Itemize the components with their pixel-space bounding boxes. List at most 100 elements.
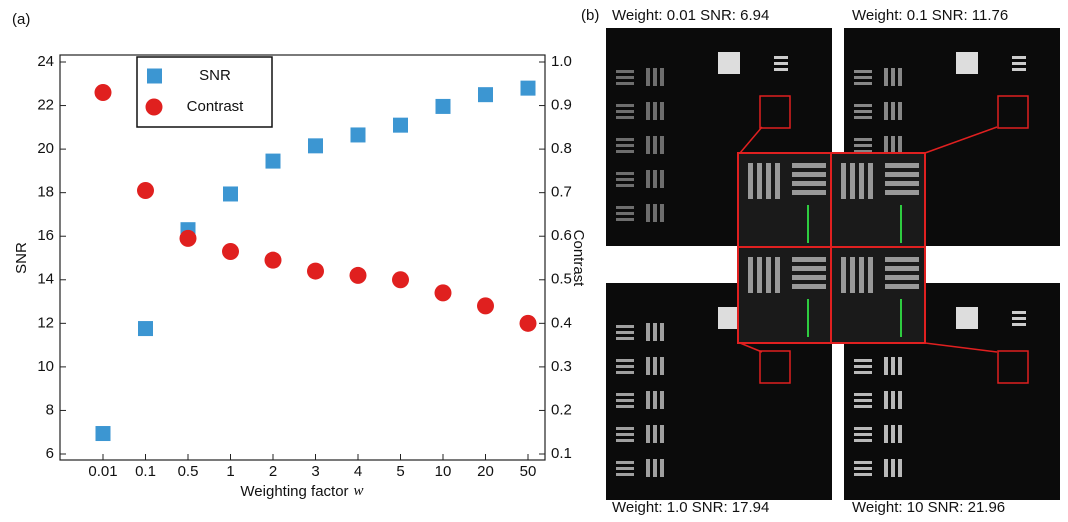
y2-tick-label: 0.8	[551, 140, 572, 157]
target-bar	[616, 433, 634, 436]
target-bar	[646, 425, 650, 443]
target-bar	[891, 136, 895, 154]
target-bar	[660, 425, 664, 443]
target-bar	[854, 110, 872, 113]
target-bar	[653, 357, 657, 375]
target-bar	[616, 172, 634, 175]
y2-tick-label: 0.9	[551, 97, 572, 114]
target-bar	[616, 427, 634, 430]
circle-marker	[264, 251, 282, 269]
bright-square	[956, 307, 978, 329]
square-marker	[138, 321, 153, 337]
image-panel	[606, 28, 1060, 500]
target-bar	[884, 357, 888, 375]
bright-square	[718, 307, 740, 329]
target-bar	[854, 116, 872, 119]
target-bar	[884, 459, 888, 477]
target-bar	[854, 359, 872, 362]
target-bar	[616, 473, 634, 476]
circle-marker	[307, 262, 324, 280]
y-tick-label: 8	[46, 401, 54, 418]
x-tick-label: 3	[311, 463, 319, 480]
target-bar	[1012, 323, 1026, 326]
circle-marker	[519, 314, 537, 332]
target-bar	[616, 184, 634, 187]
circle-marker	[349, 266, 367, 284]
y-tick-label: 18	[37, 184, 54, 201]
target-bar	[774, 56, 788, 59]
circle-marker	[179, 229, 197, 247]
target-bar	[854, 427, 872, 430]
square-marker	[95, 426, 111, 442]
target-bar	[660, 68, 664, 86]
target-bar	[660, 391, 664, 409]
target-bar	[774, 68, 788, 71]
square-marker	[435, 98, 451, 114]
inset-bar	[766, 163, 771, 199]
target-bar	[854, 371, 872, 374]
target-bar	[1012, 317, 1026, 320]
square-marker	[478, 87, 493, 103]
target-bar	[616, 359, 634, 362]
x-tick-label: 5	[396, 463, 404, 480]
inset-bar	[792, 284, 826, 289]
target-bar	[660, 357, 664, 375]
target-bar	[653, 391, 657, 409]
inset-bar	[757, 163, 762, 199]
target-bar	[616, 371, 634, 374]
x-axis-label: Weighting factor w	[240, 483, 363, 500]
circle-marker	[392, 271, 409, 289]
target-bar	[653, 68, 657, 86]
y2-tick-label: 1.0	[551, 53, 572, 70]
x-tick-label: 0.5	[178, 463, 199, 480]
x-tick-label: 50	[520, 463, 537, 480]
target-bar	[616, 467, 634, 470]
y-tick-label: 10	[37, 358, 54, 375]
target-bar	[616, 82, 634, 85]
y-tick-label: 22	[37, 97, 54, 114]
target-bar	[616, 331, 634, 334]
target-bar	[653, 323, 657, 341]
target-bar	[646, 170, 650, 188]
target-bar	[854, 76, 872, 79]
legend-label: SNR	[199, 67, 231, 84]
target-bar	[616, 116, 634, 119]
inset-bar	[766, 257, 771, 293]
inset-bar	[775, 257, 780, 293]
legend-marker	[147, 68, 162, 84]
inset-bar	[792, 181, 826, 186]
inset-bar	[885, 266, 919, 271]
x-tick-label: 2	[269, 463, 277, 480]
target-bar	[898, 357, 902, 375]
target-bar	[646, 391, 650, 409]
target-bar	[646, 102, 650, 120]
zoom-box	[759, 95, 791, 129]
inset-bar	[885, 172, 919, 177]
target-bar	[646, 68, 650, 86]
inset-bar	[792, 275, 826, 280]
target-bar	[646, 136, 650, 154]
target-bar	[660, 102, 664, 120]
inset-bar	[868, 257, 873, 293]
y-tick-label: 14	[37, 271, 54, 288]
target-bar	[898, 136, 902, 154]
target-bar	[854, 433, 872, 436]
inset-bar	[748, 163, 753, 199]
square-marker	[393, 117, 408, 133]
target-bar	[616, 150, 634, 153]
image-caption: Weight: 10 SNR: 21.96	[852, 499, 1005, 516]
target-bar	[616, 218, 634, 221]
target-bar	[616, 138, 634, 141]
zoom-arrow	[739, 126, 763, 154]
inset-bar	[748, 257, 753, 293]
target-bar	[616, 365, 634, 368]
zoom-box	[997, 350, 1029, 384]
target-bar	[653, 170, 657, 188]
target-bar	[854, 439, 872, 442]
inset-bar	[792, 190, 826, 195]
y2-tick-label: 0.5	[551, 271, 572, 288]
inset-bar	[792, 266, 826, 271]
x-tick-label: 10	[435, 463, 452, 480]
target-bar	[616, 178, 634, 181]
inset-bar	[885, 163, 919, 168]
